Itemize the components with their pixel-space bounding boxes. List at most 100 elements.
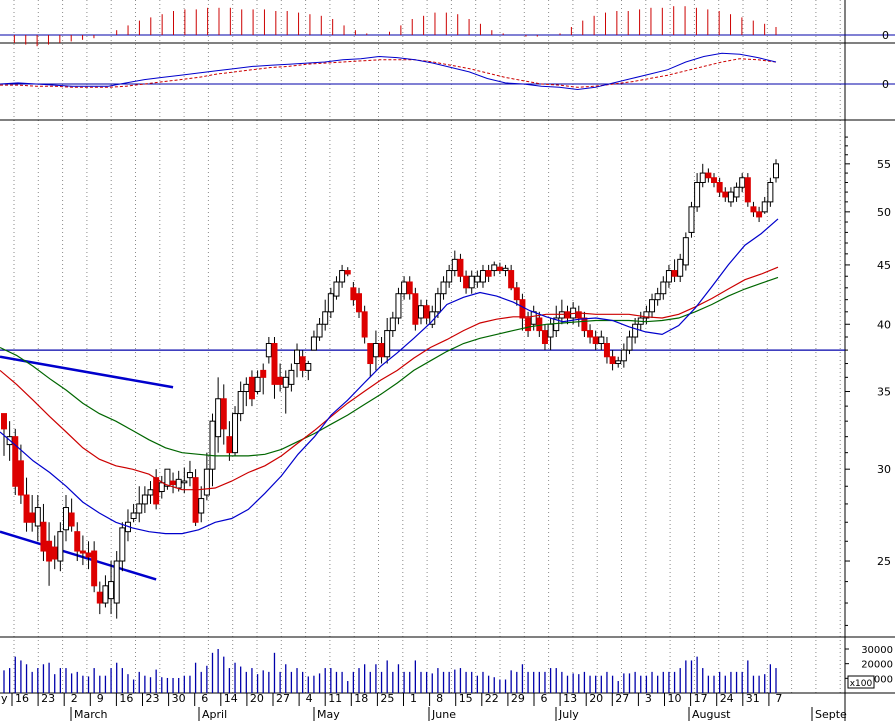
candle-down bbox=[299, 356, 306, 371]
candle-down bbox=[17, 460, 24, 496]
candle-up bbox=[282, 376, 289, 388]
candle-down bbox=[581, 317, 588, 332]
day-tick-label: 1 bbox=[410, 692, 417, 705]
day-tick-label: 17 bbox=[694, 692, 708, 705]
candle-down bbox=[541, 330, 548, 345]
day-tick-label: 29 bbox=[511, 692, 525, 705]
candle-up bbox=[677, 258, 684, 277]
candle-up bbox=[209, 420, 216, 470]
day-tick-label: 10 bbox=[668, 692, 682, 705]
candle-up bbox=[620, 349, 627, 362]
candle-up bbox=[547, 323, 554, 338]
candle-up bbox=[158, 482, 165, 492]
candle-down bbox=[91, 550, 98, 587]
price-tick-label: 35 bbox=[877, 386, 891, 399]
candle-down bbox=[220, 398, 227, 430]
candle-down bbox=[711, 177, 718, 183]
candle-up bbox=[327, 293, 334, 313]
candle-down bbox=[750, 206, 757, 213]
candle-down bbox=[192, 477, 199, 523]
day-tick-label: 3 bbox=[645, 692, 652, 705]
price-tick-label: 40 bbox=[877, 318, 891, 331]
candle-up bbox=[626, 336, 633, 351]
day-tick-label: 15 bbox=[459, 692, 473, 705]
volume-tick-label: 30000 bbox=[861, 645, 893, 656]
candle-up bbox=[632, 323, 639, 338]
day-tick-label: 4 bbox=[306, 692, 313, 705]
month-label: Septe bbox=[815, 708, 847, 721]
candle-up bbox=[198, 498, 205, 514]
candle-up bbox=[34, 507, 41, 527]
candle-up bbox=[232, 413, 239, 454]
price-tick-label: 50 bbox=[877, 206, 891, 219]
candle-up bbox=[491, 264, 498, 272]
candle-up bbox=[699, 172, 706, 183]
candle-up bbox=[305, 363, 312, 371]
candle-down bbox=[406, 281, 413, 295]
candle-down bbox=[575, 311, 582, 319]
candle-down bbox=[74, 531, 81, 552]
candle-down bbox=[756, 211, 763, 218]
candle-down bbox=[96, 591, 103, 604]
ma-short-line bbox=[0, 218, 779, 535]
trendline bbox=[0, 530, 157, 581]
candle-down bbox=[271, 343, 278, 385]
day-tick-label: 14 bbox=[224, 692, 238, 705]
candle-down bbox=[457, 258, 464, 277]
candle-up bbox=[643, 311, 650, 319]
candle-down bbox=[361, 311, 368, 338]
candle-up bbox=[57, 531, 64, 562]
candle-down bbox=[23, 494, 30, 523]
candle-down bbox=[350, 287, 357, 301]
candle-down bbox=[609, 356, 616, 365]
candle-up bbox=[372, 343, 379, 358]
candle-up bbox=[113, 560, 120, 604]
price-tick-label: 55 bbox=[877, 158, 891, 171]
candle-up bbox=[237, 391, 244, 415]
candle-down bbox=[79, 550, 86, 554]
macd-tick-label: 0 bbox=[882, 29, 889, 42]
price-tick-label: 45 bbox=[877, 259, 891, 272]
candle-down bbox=[463, 275, 470, 289]
candle-up bbox=[265, 343, 272, 358]
ma-long-line bbox=[0, 276, 779, 457]
candle-up bbox=[446, 270, 453, 283]
day-tick-label: 24 bbox=[720, 692, 734, 705]
candle-down bbox=[525, 317, 532, 332]
candle-up bbox=[474, 275, 481, 283]
day-tick-label: 23 bbox=[41, 692, 55, 705]
candle-up bbox=[502, 267, 509, 272]
candle-down bbox=[367, 343, 374, 365]
candle-down bbox=[68, 512, 75, 527]
candle-up bbox=[181, 480, 188, 484]
day-tick-label: 27 bbox=[615, 692, 629, 705]
candle-down bbox=[248, 376, 255, 400]
day-tick-label: 18 bbox=[354, 692, 368, 705]
candle-down bbox=[1, 413, 7, 430]
candle-up bbox=[401, 281, 408, 295]
candle-up bbox=[147, 489, 154, 496]
candle-up bbox=[598, 336, 605, 345]
volume-unit-label: x100 bbox=[850, 679, 873, 689]
day-tick-label: 20 bbox=[589, 692, 603, 705]
candle-up bbox=[451, 258, 458, 272]
day-tick-label: 31 bbox=[746, 692, 760, 705]
candle-down bbox=[671, 270, 678, 277]
candle-down bbox=[29, 512, 36, 523]
candle-up bbox=[389, 317, 396, 332]
candle-up bbox=[694, 181, 701, 208]
candle-down bbox=[513, 287, 520, 301]
candle-up bbox=[479, 270, 486, 283]
candle-up bbox=[665, 270, 672, 283]
candle-down bbox=[744, 177, 751, 203]
candle-up bbox=[682, 237, 689, 266]
candle-down bbox=[564, 311, 571, 319]
candle-down bbox=[587, 330, 594, 338]
candle-up bbox=[733, 186, 740, 198]
day-tick-label: 22 bbox=[485, 692, 499, 705]
candle-up bbox=[767, 181, 774, 203]
candle-up bbox=[468, 275, 475, 289]
candle-up bbox=[186, 472, 193, 479]
day-tick-label: 9 bbox=[97, 692, 104, 705]
candle-up bbox=[649, 299, 656, 313]
